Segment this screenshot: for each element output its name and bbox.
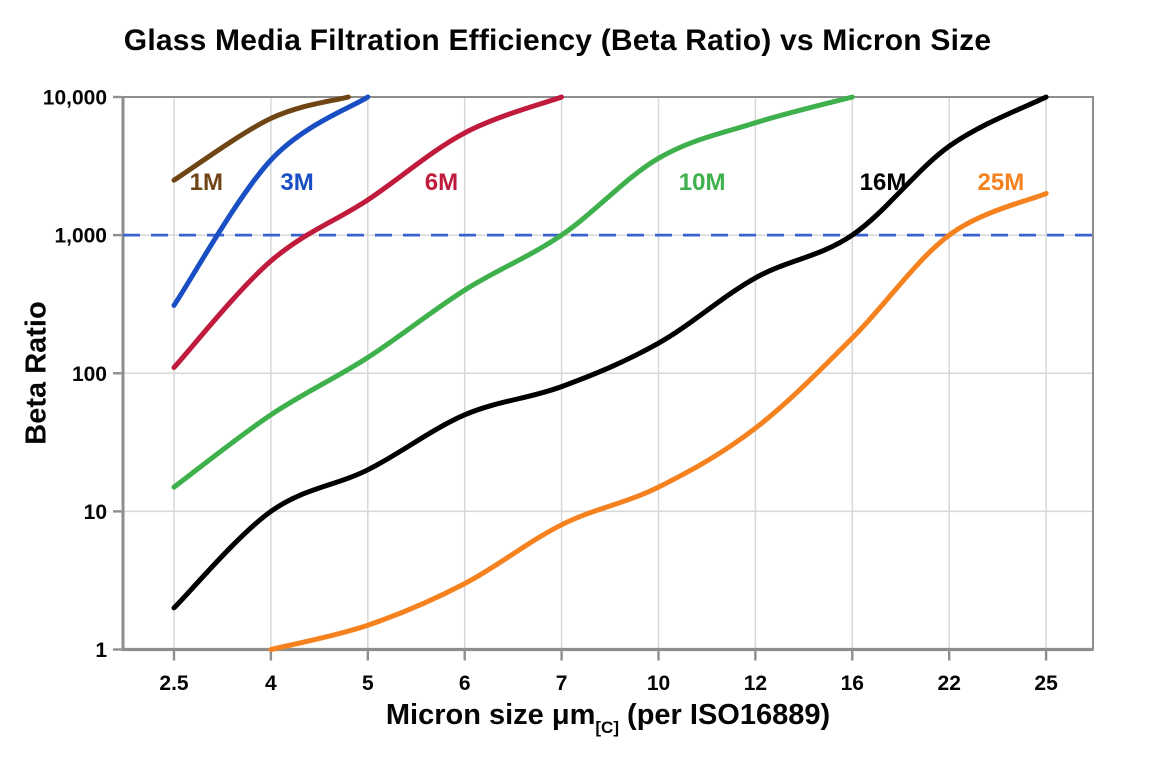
x-tick-label: 4 bbox=[265, 672, 277, 695]
x-tick-label: 12 bbox=[744, 672, 767, 695]
series-label-1M: 1M bbox=[190, 169, 223, 196]
y-tick-label: 10 bbox=[84, 501, 107, 524]
x-tick-label: 22 bbox=[938, 672, 961, 695]
series-line-16M bbox=[171, 94, 1049, 611]
y-tick-label: 1,000 bbox=[54, 225, 107, 248]
x-axis-title-main: Micron size μm bbox=[385, 699, 596, 731]
series-label-10M: 10M bbox=[679, 169, 726, 196]
series-line-3M bbox=[171, 94, 371, 308]
y-tick-label: 100 bbox=[72, 363, 107, 386]
x-axis-title-rest: (per ISO16889) bbox=[618, 699, 831, 731]
x-axis-title-subscript: [C] bbox=[595, 718, 619, 737]
x-tick-label: 7 bbox=[556, 672, 568, 695]
y-tick-label: 10,000 bbox=[43, 87, 107, 110]
x-tick-label: 10 bbox=[647, 672, 670, 695]
series-line-1M bbox=[171, 94, 351, 183]
chart-title: Glass Media Filtration Efficiency (Beta … bbox=[123, 24, 992, 57]
series-line-6M bbox=[171, 94, 565, 370]
series-label-6M: 6M bbox=[425, 169, 458, 196]
series-label-25M: 25M bbox=[978, 169, 1025, 196]
series-label-16M: 16M bbox=[860, 169, 907, 196]
series-line-10M bbox=[171, 94, 855, 490]
x-tick-label: 25 bbox=[1034, 672, 1058, 695]
x-axis-title: Micron size μm[C] (per ISO16889) bbox=[123, 699, 1093, 737]
series-line-25M bbox=[268, 191, 1049, 652]
y-tick-label: 1 bbox=[95, 639, 107, 662]
x-tick-label: 5 bbox=[362, 672, 374, 695]
x-tick-label: 16 bbox=[841, 672, 864, 695]
series-label-3M: 3M bbox=[280, 169, 313, 196]
x-tick-label: 6 bbox=[459, 672, 471, 695]
x-tick-label: 2.5 bbox=[159, 672, 189, 695]
